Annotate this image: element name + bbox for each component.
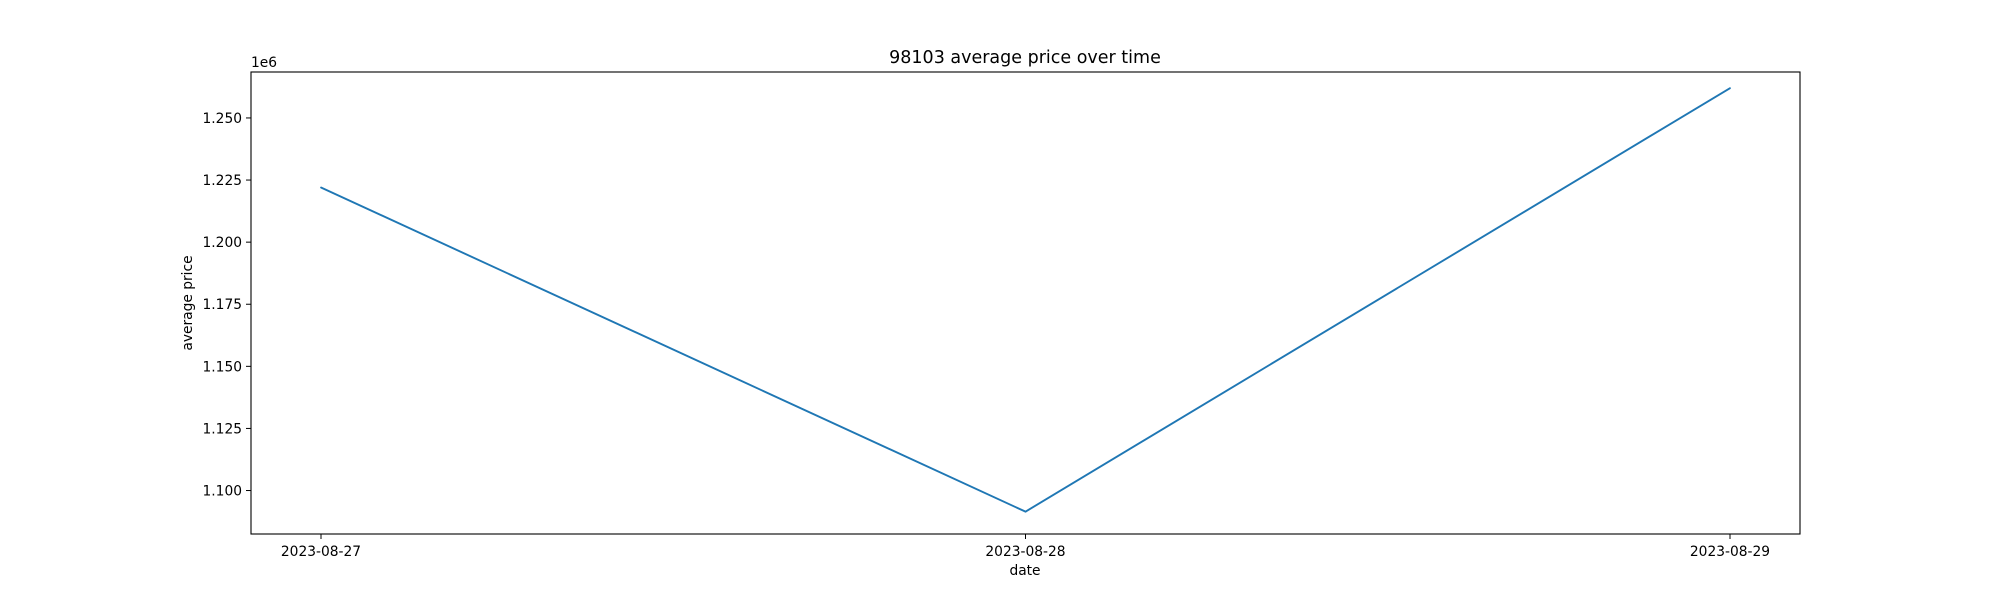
y-tick-label: 1.175: [203, 297, 243, 313]
data-point: [320, 186, 322, 189]
chart-title: 98103 average price over time: [889, 48, 1161, 68]
y-axis-label: average price: [180, 255, 196, 350]
x-tick-label: 2023-08-27: [281, 544, 361, 560]
y-tick-label: 1.200: [203, 235, 243, 251]
y-tick-label: 1.225: [203, 173, 243, 189]
y-tick-label: 1.100: [203, 484, 243, 500]
y-tick-label: 1.150: [203, 359, 243, 375]
data-point: [1024, 510, 1027, 513]
y-tick-label: 1.125: [203, 421, 243, 437]
y-tick-label: 1.250: [203, 111, 243, 127]
x-axis-label: date: [1009, 563, 1040, 579]
y-axis-offset-label: 1e6: [251, 55, 277, 71]
x-tick-label: 2023-08-28: [985, 544, 1065, 560]
plot-area: [320, 87, 1731, 513]
x-tick-label: 2023-08-29: [1690, 544, 1770, 560]
data-point: [1729, 87, 1731, 90]
